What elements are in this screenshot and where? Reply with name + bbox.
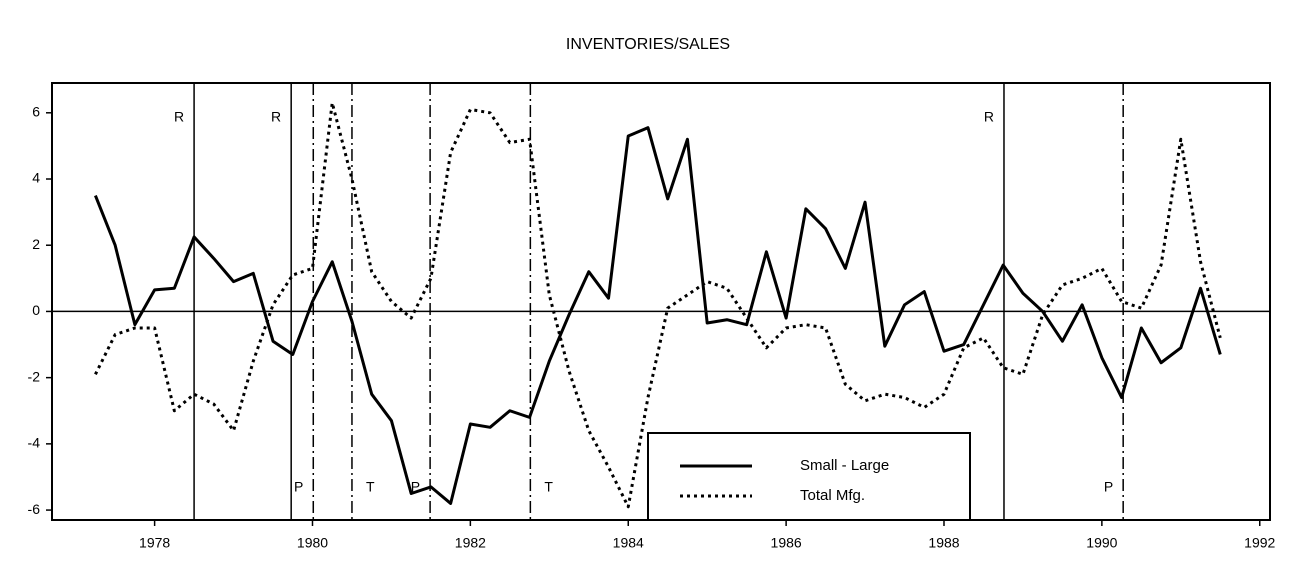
x-tick-label: 1978 xyxy=(139,535,170,551)
x-tick-label: 1984 xyxy=(613,535,644,551)
y-tick-label: -2 xyxy=(28,368,41,384)
event-label: T xyxy=(544,479,553,495)
y-tick-label: 6 xyxy=(32,103,40,119)
event-label: P xyxy=(411,479,420,495)
event-label: R xyxy=(271,109,281,125)
y-tick-label: -4 xyxy=(28,435,41,451)
series-line xyxy=(94,101,1222,509)
x-tick-label: 1986 xyxy=(771,535,802,551)
legend-box xyxy=(647,432,971,521)
event-label: R xyxy=(984,109,994,125)
y-tick-label: 2 xyxy=(32,236,40,252)
event-label: P xyxy=(294,479,303,495)
event-label: R xyxy=(174,109,184,125)
event-label: P xyxy=(1104,479,1113,495)
y-tick-label: 0 xyxy=(32,302,40,318)
x-tick-label: 1992 xyxy=(1244,535,1275,551)
y-tick-label: 4 xyxy=(32,170,40,186)
x-tick-label: 1980 xyxy=(297,535,328,551)
x-tick-label: 1990 xyxy=(1086,535,1117,551)
chart-title: INVENTORIES/SALES xyxy=(566,36,730,53)
legend-label: Small - Large xyxy=(800,457,889,474)
legend-label: Total Mfg. xyxy=(800,487,865,504)
event-label: T xyxy=(366,479,375,495)
series-line xyxy=(94,126,1222,505)
x-tick-label: 1988 xyxy=(928,535,959,551)
x-tick-label: 1982 xyxy=(455,535,486,551)
y-tick-label: -6 xyxy=(28,501,41,517)
